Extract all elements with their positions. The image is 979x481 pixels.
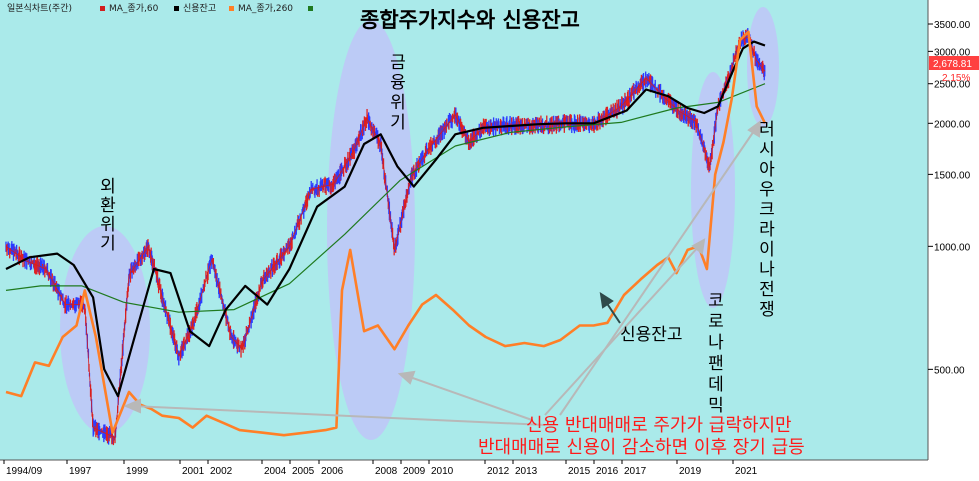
x-tick-label: 1999	[126, 466, 149, 477]
ma260-layer	[5, 83, 766, 313]
note-line-2: 반대매매로 신용이 감소하면 이후 장기 급등	[478, 437, 805, 458]
x-tick-label: 2001	[182, 466, 205, 477]
label-char: 코	[708, 291, 724, 311]
label-char: 라	[759, 220, 775, 240]
note-line-1: 신용 반대매매로 주가가 급락하지만	[526, 415, 792, 436]
legend-candles-swatch	[100, 6, 105, 11]
label-char: 아	[759, 160, 775, 180]
label-char: 기	[390, 113, 406, 133]
legend-candles: 일본식차트(주간)	[7, 2, 72, 14]
arrow-to-2022	[559, 127, 757, 416]
arrowhead-1998	[123, 398, 141, 414]
label-char: 융	[390, 73, 406, 93]
x-tick-label: 2016	[596, 466, 619, 477]
label-char: 로	[708, 312, 724, 332]
current-value: 2,678.81	[933, 59, 972, 70]
series-index-trace	[5, 36, 766, 439]
label-char: 시	[759, 140, 775, 160]
legend-credit-swatch	[229, 6, 234, 11]
margin-arrow-shaft	[605, 301, 621, 324]
x-tick-label: 2010	[431, 466, 454, 477]
x-tick-label: 2008	[375, 466, 398, 477]
y-tick-label: 500.00	[934, 365, 965, 376]
credit-balance-layer	[5, 30, 767, 437]
x-tick-label: 1994/09	[6, 466, 43, 477]
arrow-to-2020	[544, 244, 701, 416]
legend: 일본식차트(주간) MA_종가,60 신용잔고 MA_종가,260	[7, 2, 313, 14]
x-tick-label: 2021	[735, 466, 758, 477]
label-char: 러	[759, 120, 775, 140]
arrow-to-1998	[131, 405, 546, 426]
legend-ma260-swatch	[308, 6, 313, 11]
highlight-ellipse-financial-crisis	[327, 20, 415, 440]
label-char: 데	[708, 375, 724, 395]
candles-layer	[5, 28, 766, 446]
change-pct: 2.15%	[942, 73, 970, 84]
annotation-arrows	[123, 119, 762, 426]
x-tick-label: 2017	[624, 466, 647, 477]
legend-ma60-swatch	[174, 6, 179, 11]
x-tick-label: 2015	[568, 466, 591, 477]
y-tick-label: 3000.00	[934, 47, 971, 58]
label-char: 이	[759, 240, 775, 260]
label-char: 크	[759, 200, 775, 220]
x-tick-label: 2006	[321, 466, 344, 477]
y-tick-label: 1500.00	[934, 170, 971, 181]
legend-ma260: MA_종가,260	[238, 3, 293, 14]
y-tick-label: 2500.00	[934, 80, 971, 91]
x-tick-label: 1997	[69, 466, 92, 477]
arrowhead-2009	[397, 370, 416, 385]
y-tick-label: 2000.00	[934, 119, 971, 130]
x-tick-label: 2019	[679, 466, 702, 477]
y-tick-label: 3500.00	[934, 20, 971, 31]
label-char: 외	[100, 177, 116, 197]
label-char: 나	[708, 333, 724, 353]
label-char: 환	[100, 196, 116, 216]
label-char: 위	[390, 93, 406, 113]
current-value-tag	[929, 56, 979, 70]
x-tick-label: 2009	[403, 466, 426, 477]
y-tick-label: 1000.00	[934, 242, 971, 253]
margin-label-arrow	[599, 291, 621, 324]
label-char: 나	[759, 260, 775, 280]
x-axis-ticks: 1994/09 1997 1999 2001 2002 2004 2005 2006 2008 2…	[3, 460, 758, 477]
label-char: 쟁	[759, 300, 775, 320]
label-char: 기	[100, 234, 116, 254]
margin-arrowhead	[599, 291, 614, 309]
x-tick-label: 2005	[292, 466, 315, 477]
label-char: 위	[100, 215, 116, 235]
margin-balance-label: 신용잔고	[620, 325, 683, 345]
series-ma60-line	[5, 40, 766, 398]
label-char: 전	[759, 280, 775, 300]
legend-ma60: MA_종가,60	[109, 3, 159, 14]
x-tick-label: 2012	[487, 466, 510, 477]
label-char: 금	[390, 53, 406, 73]
arrowhead-2022	[747, 119, 762, 138]
series-ma260-line	[5, 83, 766, 313]
right-axis-background	[928, 0, 979, 460]
bottom-axis-background	[0, 460, 979, 481]
legend-credit: 신용잔고	[183, 3, 216, 14]
arrow-to-2009	[406, 375, 533, 421]
label-char: 믹	[708, 396, 724, 416]
series-credit-balance-line	[5, 30, 767, 437]
x-tick-label: 2013	[515, 466, 538, 477]
label-char: 우	[759, 180, 775, 200]
arrowhead-2020	[691, 238, 706, 255]
x-tick-label: 2002	[210, 466, 233, 477]
y-axis-ticks: 3500.00 3000.00 2500.00 2000.00 1500.00 1000.…	[928, 20, 971, 376]
chart-title: 종합주가지수와 신용잔고	[360, 8, 580, 32]
label-char: 팬	[708, 354, 724, 374]
ma60-layer	[5, 40, 766, 398]
x-tick-label: 2004	[264, 466, 287, 477]
